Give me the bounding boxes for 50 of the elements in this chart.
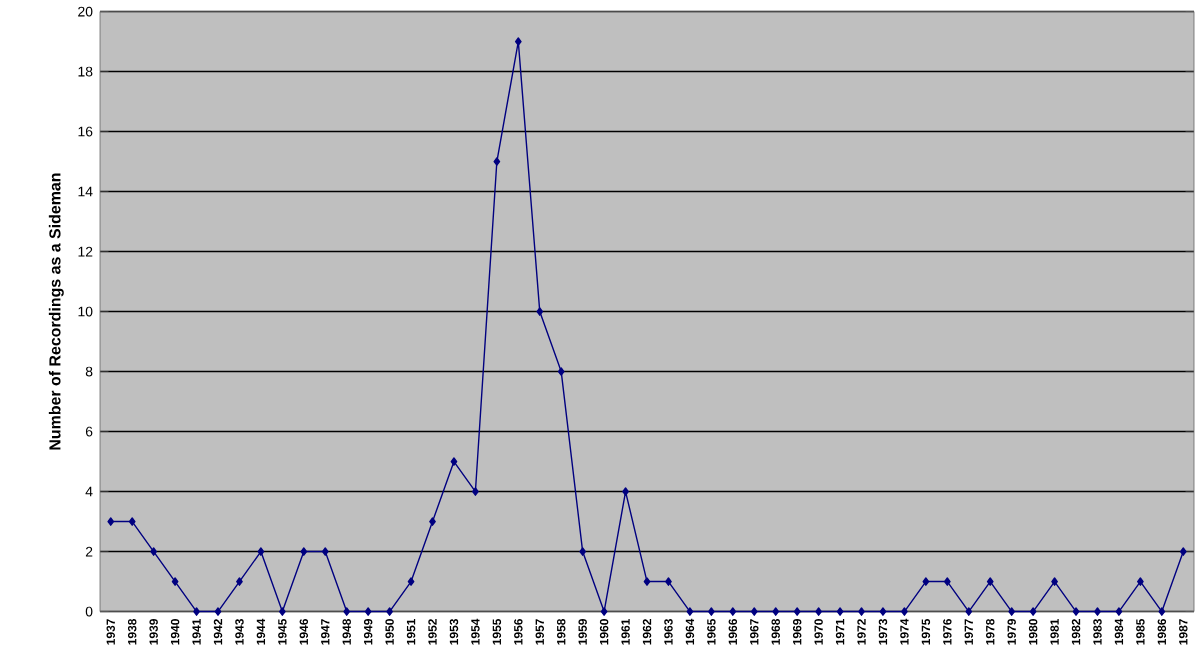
point (386, 607, 393, 617)
point (278, 607, 286, 617)
point (943, 577, 951, 587)
point (643, 577, 651, 587)
point (879, 607, 887, 617)
point (193, 607, 200, 617)
point (321, 547, 329, 557)
point (407, 577, 415, 587)
point (128, 517, 136, 527)
point (686, 607, 694, 617)
point (493, 157, 501, 167)
point (579, 547, 587, 557)
point (364, 607, 372, 617)
point (107, 517, 115, 527)
point (1158, 607, 1166, 617)
point (707, 607, 715, 617)
point (536, 307, 544, 317)
point (772, 607, 780, 617)
point (150, 547, 158, 557)
point (965, 607, 973, 617)
point (1094, 607, 1101, 617)
point (901, 607, 908, 617)
point (600, 607, 608, 617)
point (622, 487, 629, 497)
point (236, 577, 243, 587)
point (793, 607, 801, 617)
point (171, 577, 179, 587)
point (300, 547, 308, 557)
point (214, 607, 222, 617)
point (343, 607, 351, 617)
point (750, 607, 758, 617)
point (257, 547, 265, 557)
point (1136, 577, 1144, 587)
point (858, 607, 865, 617)
point (836, 607, 844, 617)
point (450, 457, 458, 467)
point (986, 577, 994, 587)
point (557, 367, 565, 377)
point (729, 607, 737, 617)
point (1008, 607, 1016, 617)
point (1051, 577, 1058, 587)
point (1179, 547, 1187, 557)
point (922, 577, 930, 587)
point (1029, 607, 1037, 617)
point (1072, 607, 1080, 617)
point (429, 517, 436, 527)
point (665, 577, 672, 587)
point (815, 607, 823, 617)
point (1115, 607, 1123, 617)
point (472, 487, 479, 497)
